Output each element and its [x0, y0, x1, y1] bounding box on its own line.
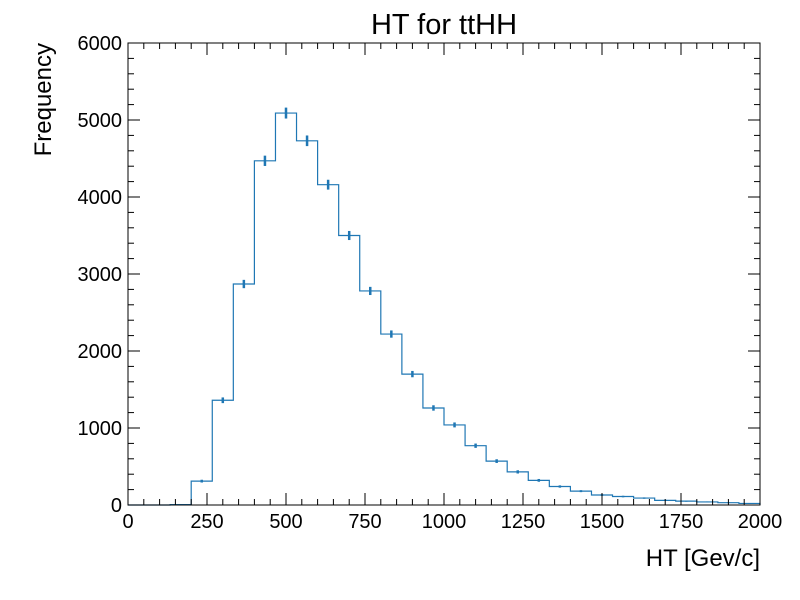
x-tick-label: 2000: [738, 511, 783, 533]
histogram-bin: [465, 446, 486, 505]
y-tick-label: 0: [111, 495, 122, 517]
histogram-bin: [275, 113, 296, 505]
histogram-bin: [381, 334, 402, 505]
histogram-bin: [613, 497, 634, 505]
x-tick-label: 250: [190, 511, 223, 533]
x-tick-label: 500: [269, 511, 302, 533]
y-axis-title: Frequency: [30, 43, 57, 156]
x-tick-label: 1250: [501, 511, 546, 533]
x-tick-label: 1000: [422, 511, 467, 533]
y-tick-label: 5000: [78, 110, 123, 132]
axis-ticks: 0 1000 2000 3000 4000 5000 6000 0 250 500 750 1000 1…: [78, 33, 783, 533]
histogram-bin: [570, 491, 591, 505]
histogram-bin: [339, 236, 360, 506]
histogram-bin: [676, 501, 697, 505]
y-tick-label: 2000: [78, 341, 123, 363]
histogram-bin: [402, 374, 423, 505]
chart-title: HT for ttHH: [371, 9, 517, 41]
histogram-bin: [191, 481, 212, 505]
x-tick-label: 1500: [580, 511, 625, 533]
histogram-bin: [318, 185, 339, 505]
x-tick-label: 0: [122, 511, 133, 533]
histogram-bin: [486, 461, 507, 505]
histogram-bin: [423, 408, 444, 505]
x-axis-title: HT [Gev/c]: [646, 545, 760, 572]
x-tick-label: 1750: [659, 511, 704, 533]
plot-area: [128, 107, 761, 506]
histogram-bin: [254, 161, 275, 505]
y-tick-label: 3000: [78, 264, 123, 286]
histogram-bin: [212, 400, 233, 505]
y-tick-label: 6000: [78, 33, 123, 55]
histogram-bin: [297, 141, 318, 505]
histogram-bin: [507, 472, 528, 505]
histogram-bin: [549, 487, 570, 505]
x-tick-label: 750: [348, 511, 381, 533]
y-tick-label: 1000: [78, 418, 123, 440]
histogram-bin: [634, 498, 655, 505]
histogram-bin: [233, 284, 254, 505]
histogram-bin: [444, 425, 465, 505]
y-tick-label: 4000: [78, 187, 123, 209]
histogram-bin: [360, 291, 381, 505]
